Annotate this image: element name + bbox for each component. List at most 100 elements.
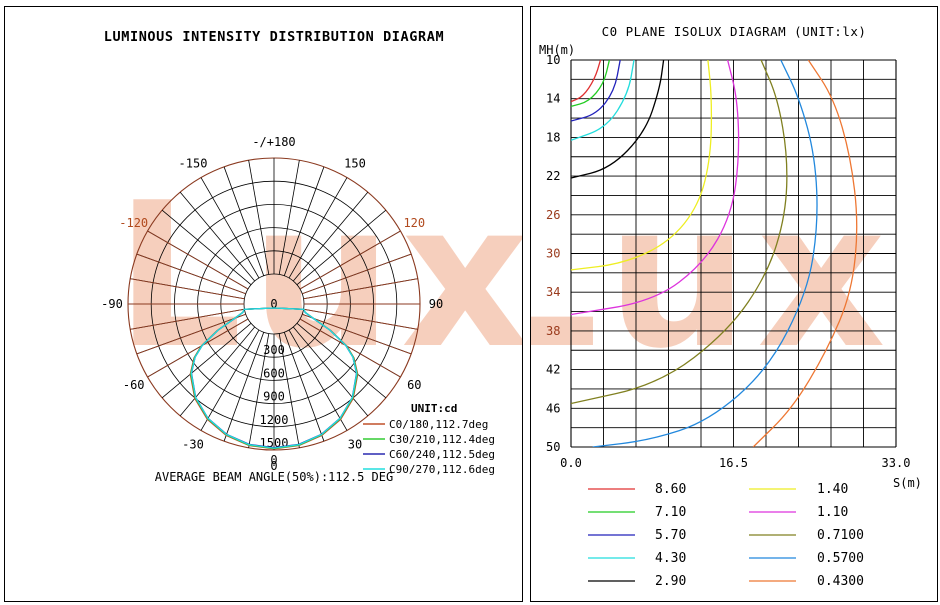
polar-spoke — [278, 160, 300, 275]
isolux-ytick: 42 — [546, 363, 560, 377]
polar-spoke — [296, 209, 387, 286]
isolux-ytick: 30 — [546, 247, 560, 261]
polar-angle-label: -120 — [119, 216, 148, 230]
isolux-ylabel: MH(m) — [539, 43, 575, 57]
polar-angle-label: 150 — [344, 157, 366, 171]
watermark: Lux — [531, 160, 894, 393]
isolux-ytick: 38 — [546, 324, 560, 338]
polar-series-curve — [190, 307, 358, 449]
polar-spoke — [200, 177, 260, 279]
isolux-legend-label: 0.7100 — [817, 528, 864, 543]
isolux-ytick: 26 — [546, 208, 560, 222]
polar-radial-label: 0 — [270, 297, 277, 311]
isolux-legend-label: 7.10 — [655, 505, 686, 520]
polar-spoke — [200, 329, 260, 431]
isolux-legend-label: 8.60 — [655, 482, 686, 497]
polar-spoke — [288, 329, 348, 431]
isolux-legend-label: 5.70 — [655, 528, 686, 543]
isolux-xtick: 33.0 — [882, 456, 911, 470]
polar-angle-label: 0 — [270, 453, 277, 467]
isolux-legend-label: 2.90 — [655, 574, 686, 589]
isolux-curve — [571, 60, 740, 316]
isolux-ytick: 14 — [546, 92, 560, 106]
polar-radial-label: 900 — [263, 390, 285, 404]
polar-spoke — [136, 253, 246, 295]
polar-legend-label: C90/270,112.6deg — [389, 463, 495, 476]
isolux-ytick: 18 — [546, 130, 560, 144]
polar-angle-label: -90 — [101, 297, 123, 311]
polar-angle-label: 120 — [403, 216, 425, 230]
isolux-curve — [571, 60, 713, 271]
polar-spoke — [299, 230, 401, 290]
isolux-legend-label: 1.40 — [817, 482, 848, 497]
polar-spoke — [292, 191, 369, 282]
polar-radial-label: 1200 — [260, 413, 289, 427]
polar-spoke — [223, 332, 265, 442]
polar-spoke — [302, 313, 412, 355]
polar-spoke — [147, 230, 249, 290]
polar-spoke — [278, 333, 300, 448]
isolux-curve — [571, 60, 665, 179]
polar-spoke — [283, 166, 325, 276]
polar-angle-label: 0 — [270, 459, 277, 473]
polar-spoke — [302, 253, 412, 295]
polar-spoke — [161, 209, 252, 286]
polar-angle-label: 90 — [429, 297, 443, 311]
polar-angle-label: -/+180 — [252, 135, 295, 149]
isolux-ytick: 34 — [546, 285, 560, 299]
isolux-legend-label: 4.30 — [655, 551, 686, 566]
polar-chart: LUMINOUS INTENSITY DISTRIBUTION DIAGRAM -… — [101, 29, 495, 484]
isolux-xtick: 16.5 — [719, 456, 748, 470]
isolux-legend-label: 1.10 — [817, 505, 848, 520]
isolux-ytick: 10 — [546, 53, 560, 67]
polar-title: LUMINOUS INTENSITY DISTRIBUTION DIAGRAM — [104, 29, 444, 45]
polar-spoke — [179, 326, 256, 417]
isolux-curve — [571, 60, 788, 405]
polar-angle-label: -60 — [123, 378, 145, 392]
isolux-curve — [571, 60, 635, 141]
polar-grid — [127, 157, 421, 451]
polar-angle-label: 60 — [407, 378, 421, 392]
polar-spoke — [292, 326, 369, 417]
isolux-chart: C0 PLANE ISOLUX DIAGRAM (UNIT:lx) MH(m)10… — [539, 24, 922, 589]
polar-spoke — [147, 318, 249, 378]
isolux-curve — [592, 60, 818, 447]
polar-radial-label: 300 — [263, 343, 285, 357]
polar-angle-label: -150 — [179, 157, 208, 171]
isolux-panel: Lux C0 PLANE ISOLUX DIAGRAM (UNIT:lx) MH(… — [530, 6, 938, 602]
polar-spoke — [136, 313, 246, 355]
polar-legend-label: C0/180,112.7deg — [389, 418, 488, 431]
polar-legend-label: C30/210,112.4deg — [389, 433, 495, 446]
isolux-curve — [571, 60, 611, 108]
polar-spoke — [179, 191, 256, 282]
isolux-ytick: 22 — [546, 169, 560, 183]
polar-panel: Lux LUMINOUS INTENSITY DISTRIBUTION DIAG… — [4, 6, 523, 602]
isolux-ytick: 46 — [546, 401, 560, 415]
polar-spoke — [296, 322, 387, 399]
polar-spoke — [299, 318, 401, 378]
polar-spoke — [223, 166, 265, 276]
isolux-curve — [571, 60, 621, 122]
isolux-curve — [752, 60, 858, 447]
polar-spoke — [130, 278, 245, 300]
polar-angle-label: -30 — [182, 437, 204, 451]
isolux-legend-label: 0.4300 — [817, 574, 864, 589]
isolux-xlabel: S(m) — [893, 476, 922, 490]
polar-spoke — [248, 160, 270, 275]
polar-radial-label: 600 — [263, 366, 285, 380]
polar-spoke — [283, 332, 325, 442]
polar-footer: AVERAGE BEAM ANGLE(50%):112.5 DEG — [155, 470, 393, 484]
isolux-grid — [570, 59, 897, 448]
isolux-xtick: 0.0 — [560, 456, 582, 470]
polar-spoke — [303, 308, 418, 330]
isolux-title: C0 PLANE ISOLUX DIAGRAM (UNIT:lx) — [602, 24, 867, 39]
polar-legend-label: C60/240,112.5deg — [389, 448, 495, 461]
polar-spoke — [130, 308, 245, 330]
polar-angle-label: 30 — [348, 437, 362, 451]
isolux-curve — [571, 60, 602, 103]
polar-spoke — [161, 322, 252, 399]
polar-spoke — [303, 278, 418, 300]
polar-unit-label: UNIT:cd — [411, 402, 457, 415]
polar-spoke — [248, 333, 270, 448]
isolux-ytick: 50 — [546, 440, 560, 454]
